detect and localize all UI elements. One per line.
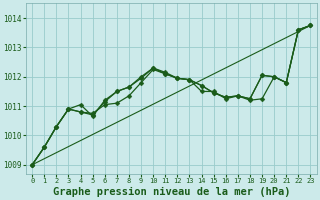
X-axis label: Graphe pression niveau de la mer (hPa): Graphe pression niveau de la mer (hPa) <box>52 186 290 197</box>
